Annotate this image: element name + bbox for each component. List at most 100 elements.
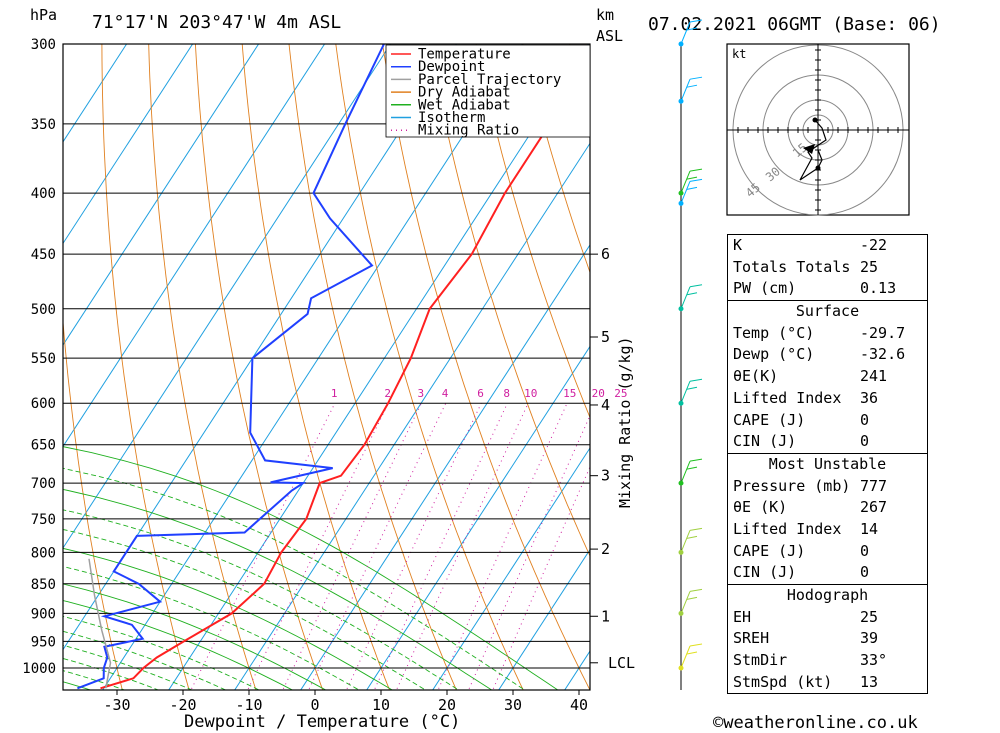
- datetime-title: 07.02.2021 06GMT (Base: 06): [648, 14, 941, 35]
- wind-barb: [678, 19, 703, 47]
- storm-motion-marker: [803, 144, 815, 154]
- index-label: K: [733, 236, 743, 254]
- series-temperature: [100, 73, 590, 690]
- hpa-label: hPa: [30, 6, 57, 24]
- mixing-ratio-line: [437, 402, 568, 690]
- legend-label: Temperature: [418, 47, 511, 63]
- index-label: Temp (°C): [733, 323, 815, 342]
- dry-adiabat: [382, 44, 590, 690]
- legend-label: Parcel Trajectory: [418, 72, 561, 88]
- mixing-ratio-line: [345, 402, 482, 690]
- index-row: PW (cm) 0.13: [728, 278, 927, 300]
- index-row: StmDir 33°: [728, 650, 927, 672]
- index-row: SREH 39: [728, 628, 927, 650]
- index-label: Pressure (mb): [733, 476, 851, 495]
- mixing-ratio-line: [395, 402, 529, 690]
- wet-adiabat: [63, 467, 526, 690]
- index-row: CAPE (J) 0: [728, 410, 927, 432]
- wind-barb: [678, 527, 703, 555]
- index-value: 267: [860, 498, 888, 517]
- sounding-series: [77, 44, 590, 690]
- height-tick-label: 1: [601, 607, 610, 625]
- index-row: K -22: [728, 235, 927, 257]
- mixing-ratio-line: [492, 465, 590, 690]
- wind-barb: [678, 284, 703, 312]
- wet-adiabat: [63, 509, 460, 690]
- isotherm-line: [63, 44, 392, 549]
- mixing-ratio-label: 3: [417, 387, 424, 400]
- dry-adiabat: [241, 44, 391, 690]
- legend-label: Dewpoint: [418, 59, 485, 75]
- pressure-tick-label: 400: [31, 186, 56, 202]
- plot-frame: [62, 43, 591, 691]
- index-value: 13: [860, 672, 879, 691]
- temp-tick-label: 0: [310, 696, 319, 714]
- isotherm-line: [63, 44, 194, 245]
- wind-profile: [678, 19, 703, 690]
- height-tick-label: 5: [601, 328, 610, 346]
- mixing-ratio-line: [282, 402, 422, 690]
- wet-adiabat: [63, 615, 261, 690]
- index-value: 33°: [860, 651, 888, 670]
- mixing-ratio-label: 8: [503, 387, 510, 400]
- km-label: km: [596, 6, 614, 24]
- isotherm-line: [300, 244, 590, 690]
- most-unstable-title: Most Unstable: [728, 452, 927, 476]
- index-row: Dewp (°C) -32.6: [728, 344, 927, 366]
- index-label: θE (K): [733, 498, 788, 517]
- index-value: 241: [860, 367, 888, 386]
- background-lines: [0, 44, 590, 694]
- temp-tick-label: 30: [504, 696, 522, 714]
- asl-label: ASL: [596, 27, 623, 45]
- index-value: 14: [860, 519, 879, 538]
- index-value: -29.7: [860, 323, 906, 342]
- dry-adiabat: [5, 44, 56, 693]
- wet-adiabat: [63, 529, 427, 690]
- index-row: θE(K) 241: [728, 366, 927, 388]
- pressure-tick-label: 750: [31, 512, 56, 528]
- legend-label: Isotherm: [418, 110, 485, 126]
- index-value: 0.13: [860, 279, 897, 298]
- height-tick-label: 6: [601, 245, 610, 263]
- series-parcel-trajectory: [88, 558, 112, 689]
- index-label: CIN (J): [733, 563, 797, 582]
- isotherm-line: [63, 44, 458, 651]
- height-tick-label: 3: [601, 467, 610, 485]
- index-value: 25: [860, 607, 879, 626]
- wind-barb: [678, 378, 703, 406]
- wet-adiabat: [63, 670, 126, 690]
- isotherm-line: [168, 44, 590, 690]
- location-title: 71°17'N 203°47'W 4m ASL: [92, 12, 341, 33]
- index-row: Totals Totals 25: [728, 257, 927, 279]
- height-tick-label: 4: [601, 396, 610, 414]
- temp-tick-label: 40: [570, 696, 588, 714]
- temp-tick-label: -30: [103, 696, 130, 714]
- mixing-ratio-line: [190, 402, 336, 690]
- dry-adiabat: [335, 44, 524, 690]
- isotherm-line: [498, 548, 590, 690]
- wet-adiabat: [0, 429, 576, 694]
- temperature-axis: -30 -20 -10 0 10 20 30 40: [103, 690, 588, 714]
- dry-adiabat: [101, 44, 190, 690]
- mixing-ratio-line: [308, 402, 447, 690]
- hodograph-unit: kt: [732, 47, 746, 61]
- index-label: Totals Totals: [733, 257, 851, 276]
- mixing-ratio-line: [247, 402, 389, 690]
- pressure-axis: 300 350 400 450 500 550 600 650 700 750 800 850 900 9…: [22, 37, 56, 677]
- index-row: Lifted Index 36: [728, 388, 927, 410]
- mixing-ratio-line: [468, 414, 590, 690]
- mixing-ratio-label: 2: [384, 387, 391, 400]
- index-value: 36: [860, 388, 879, 407]
- height-tick-label: 2: [601, 540, 610, 558]
- index-row: EH 25: [728, 607, 927, 629]
- mixing-ratio-labels: 1 2 3 4 6 8 10 15 20 25: [331, 387, 628, 400]
- mixing-ratio-label: 25: [614, 387, 627, 400]
- dry-adiabat: [194, 44, 324, 690]
- isotherm-line: [63, 44, 260, 346]
- index-label: SREH: [733, 629, 770, 648]
- index-value: -22: [860, 236, 888, 254]
- index-label: StmSpd (kt): [733, 672, 833, 691]
- pressure-tick-label: 850: [31, 577, 56, 593]
- wind-barb: [678, 643, 703, 671]
- pressure-tick-label: 1000: [22, 661, 56, 677]
